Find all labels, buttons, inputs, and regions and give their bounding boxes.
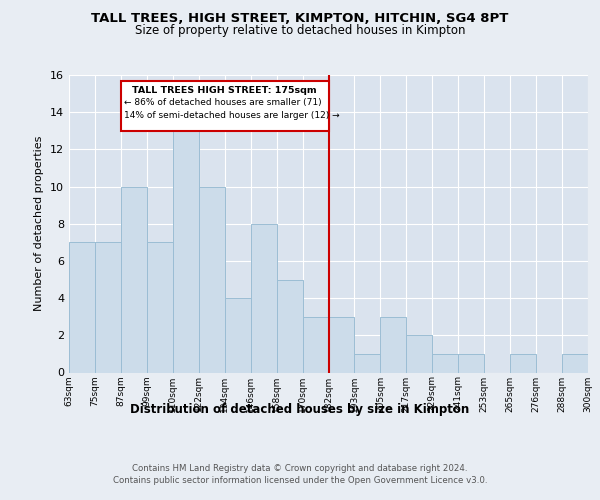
Text: 14% of semi-detached houses are larger (12) →: 14% of semi-detached houses are larger (… bbox=[124, 112, 340, 120]
Y-axis label: Number of detached properties: Number of detached properties bbox=[34, 136, 44, 312]
Bar bbox=[302, 316, 329, 372]
Bar bbox=[95, 242, 121, 372]
Text: Size of property relative to detached houses in Kimpton: Size of property relative to detached ho… bbox=[135, 24, 465, 37]
Bar bbox=[173, 131, 199, 372]
Bar bbox=[562, 354, 588, 372]
Bar bbox=[510, 354, 536, 372]
Bar bbox=[329, 316, 355, 372]
Bar bbox=[277, 280, 302, 372]
Text: Contains public sector information licensed under the Open Government Licence v3: Contains public sector information licen… bbox=[113, 476, 487, 485]
Bar bbox=[380, 316, 406, 372]
Text: TALL TREES, HIGH STREET, KIMPTON, HITCHIN, SG4 8PT: TALL TREES, HIGH STREET, KIMPTON, HITCHI… bbox=[91, 12, 509, 26]
Text: ← 86% of detached houses are smaller (71): ← 86% of detached houses are smaller (71… bbox=[124, 98, 322, 106]
Bar bbox=[147, 242, 173, 372]
Bar bbox=[199, 186, 224, 372]
Text: Distribution of detached houses by size in Kimpton: Distribution of detached houses by size … bbox=[130, 402, 470, 415]
Bar bbox=[433, 354, 458, 372]
Text: Contains HM Land Registry data © Crown copyright and database right 2024.: Contains HM Land Registry data © Crown c… bbox=[132, 464, 468, 473]
Text: TALL TREES HIGH STREET: 175sqm: TALL TREES HIGH STREET: 175sqm bbox=[133, 86, 317, 95]
Bar bbox=[69, 242, 95, 372]
Bar bbox=[458, 354, 484, 372]
Bar bbox=[251, 224, 277, 372]
Bar bbox=[355, 354, 380, 372]
Bar bbox=[121, 80, 329, 131]
Bar bbox=[121, 186, 147, 372]
Bar bbox=[225, 298, 251, 372]
Bar bbox=[406, 336, 432, 372]
